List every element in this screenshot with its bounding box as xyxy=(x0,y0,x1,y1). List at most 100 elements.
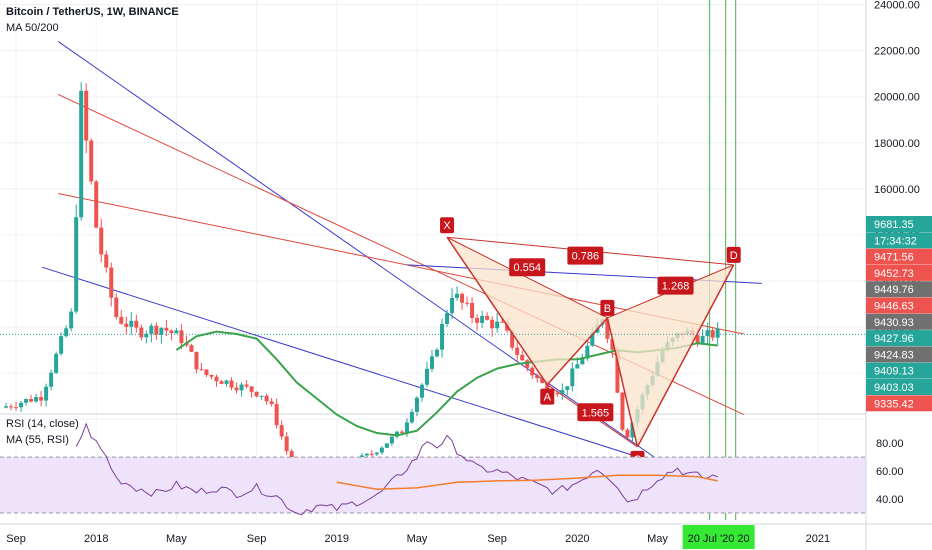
pattern-point-badge xyxy=(440,217,455,234)
candle-body xyxy=(445,313,450,324)
price-label-badge xyxy=(866,264,932,281)
pattern-point-label: A xyxy=(544,392,552,404)
candle-body xyxy=(450,297,455,314)
pattern-point-badge xyxy=(726,246,741,263)
symbol-title[interactable]: Bitcoin / TetherUS, 1W, BINANCE xyxy=(6,6,179,18)
time-tick-label: 2019 xyxy=(325,533,349,545)
rsi-tick-label: 40.00 xyxy=(876,494,904,506)
price-label-badge xyxy=(866,297,932,314)
candle-body xyxy=(119,317,124,324)
candle-body xyxy=(259,395,264,397)
candle-body xyxy=(219,381,224,384)
price-label-badge xyxy=(866,248,932,265)
candle-body xyxy=(465,302,470,304)
trend-channel-line xyxy=(41,266,744,492)
time-tick-label: May xyxy=(647,533,668,545)
candle-body xyxy=(630,422,635,438)
candle-body xyxy=(545,382,550,392)
price-label-badge xyxy=(866,216,932,232)
ratio-badge xyxy=(509,258,546,277)
candle-body xyxy=(264,395,269,402)
candle-body xyxy=(99,227,104,255)
candle-body xyxy=(29,399,34,402)
candle-body xyxy=(79,90,84,218)
candle-body xyxy=(189,345,194,352)
candle-body xyxy=(64,328,69,337)
candle-body xyxy=(4,406,9,408)
candle-body xyxy=(705,330,710,336)
ma-indicator-label[interactable]: MA 50/200 xyxy=(6,22,59,34)
pattern-leg xyxy=(636,264,735,448)
candle-body xyxy=(249,386,254,392)
rsi-tick-label: 60.00 xyxy=(876,466,904,478)
candle-body xyxy=(139,327,144,338)
price-label: 9471.56 xyxy=(874,252,914,264)
price-label-badge xyxy=(866,346,932,363)
candle-body xyxy=(379,447,384,453)
price-label: 9446.63 xyxy=(874,301,914,313)
rsi-title[interactable]: RSI (14, close) xyxy=(6,418,79,430)
candle-body xyxy=(384,443,389,448)
candle-body xyxy=(490,319,495,329)
candle-body xyxy=(149,325,154,334)
candle-body xyxy=(555,393,560,395)
candle-body xyxy=(74,217,79,312)
main-legend: Bitcoin / TetherUS, 1W, BINANCE MA 50/20… xyxy=(6,4,179,36)
candle-body xyxy=(590,332,595,346)
rsi-ma-label[interactable]: MA (55, RSI) xyxy=(6,434,69,446)
candle-body xyxy=(500,321,505,323)
price-tick-label: 20000.00 xyxy=(874,92,920,104)
time-tick-label: 20 Jul '20 20 xyxy=(688,533,750,545)
candle-body xyxy=(209,374,214,377)
time-tick-label: Sep xyxy=(6,533,26,545)
time-tick-label: May xyxy=(166,533,187,545)
candle-body xyxy=(94,181,99,228)
candle-body xyxy=(470,302,475,318)
price-label: 17:34:32 xyxy=(874,235,917,247)
candle-body xyxy=(164,327,169,331)
pattern-point-label: D xyxy=(730,250,738,262)
pattern-leg xyxy=(546,317,608,386)
ratio-label: 0.786 xyxy=(572,251,600,263)
ratio-badge xyxy=(567,246,604,265)
candle-body xyxy=(84,90,89,141)
candle-body xyxy=(104,254,109,268)
candle-body xyxy=(169,330,174,334)
candle-body xyxy=(269,401,274,405)
price-tick-label: 24000.00 xyxy=(874,0,920,12)
pattern-point-label: B xyxy=(604,303,611,315)
price-tick-label: 18000.00 xyxy=(874,138,920,150)
candle-body xyxy=(485,315,490,320)
candle-body xyxy=(204,369,209,375)
trend-channel-line xyxy=(57,41,706,494)
candle-body xyxy=(224,380,229,384)
candle-body xyxy=(239,384,244,391)
candle-body xyxy=(254,391,259,397)
price-label-badge xyxy=(866,313,932,330)
candle-body xyxy=(409,411,414,423)
candle-body xyxy=(695,335,700,344)
time-tick-label: 2018 xyxy=(84,533,108,545)
candle-body xyxy=(605,319,610,339)
candle-body xyxy=(174,330,179,334)
candle-body xyxy=(414,397,419,412)
candle-body xyxy=(54,353,59,373)
candle-body xyxy=(515,347,520,355)
pattern-point-label: X xyxy=(443,220,451,232)
candle-body xyxy=(560,389,565,394)
candle-body xyxy=(710,330,715,338)
candle-body xyxy=(565,386,570,390)
price-tick-label: 16000.00 xyxy=(874,184,920,196)
candle-body xyxy=(399,431,404,433)
candle-body xyxy=(369,453,374,455)
candle-body xyxy=(114,297,119,318)
pattern-leg xyxy=(446,236,548,386)
candle-body xyxy=(455,293,460,298)
pattern-triangle-bcd xyxy=(607,264,734,447)
pattern-leg xyxy=(606,317,639,448)
candle-body xyxy=(460,293,465,303)
price-label: 9427.96 xyxy=(874,333,914,345)
price-label: 9681.35 xyxy=(874,219,914,231)
